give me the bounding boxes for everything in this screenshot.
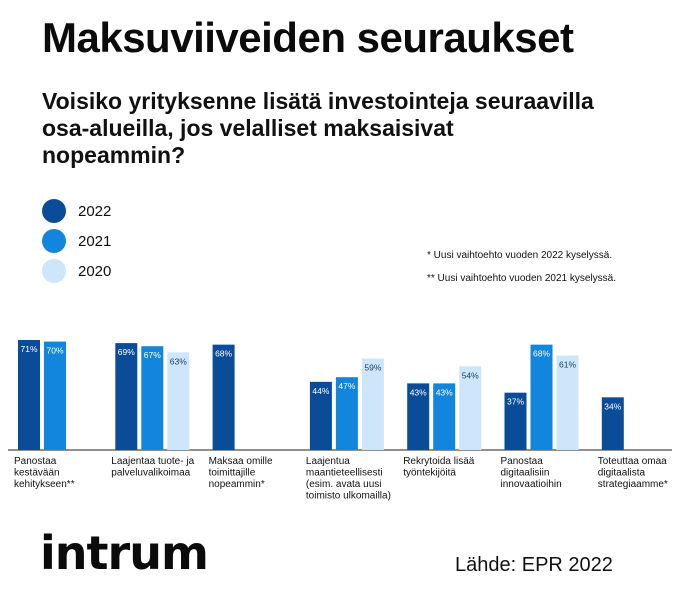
- legend-swatch-2021: [42, 229, 66, 253]
- bar-value-label: 71%: [20, 344, 37, 354]
- bar-chart: 71% 70% Panostaa kestävään kehitykseen** 69% 6…: [8, 340, 672, 502]
- bar-2020-1: [167, 352, 190, 450]
- bar-value-label: 61%: [559, 359, 576, 369]
- bar-value-label: 69%: [118, 347, 135, 357]
- bar-value-label: 54%: [462, 370, 479, 380]
- bar-2021-4: [433, 383, 456, 450]
- bar-value-label: 70%: [46, 346, 63, 356]
- legend-item-2022: 2022: [42, 196, 111, 226]
- chart-title: Maksuviiveiden seuraukset: [42, 14, 574, 61]
- bar-value-label: 47%: [338, 381, 355, 391]
- legend-item-2021: 2021: [42, 226, 111, 256]
- bar-value-label: 37%: [507, 397, 524, 407]
- bar-value-label: 63%: [170, 356, 187, 366]
- legend-item-2020: 2020: [42, 256, 111, 286]
- bar-value-label: 44%: [312, 386, 329, 396]
- footnote-new-2021: ** Uusi vaihtoehto vuoden 2021 kyselyssä…: [427, 273, 617, 284]
- category-label: Laajentua maantieteellisesti (esim. avata …: [306, 456, 391, 502]
- bar-2022-5: [504, 392, 527, 450]
- bar-2022-2: [212, 344, 235, 450]
- legend-label-2022: 2022: [78, 202, 112, 220]
- category-label: Rekrytoida lisää työntekijöitä: [403, 456, 475, 479]
- bar-2021-3: [335, 377, 358, 450]
- bar-value-label: 67%: [144, 350, 161, 360]
- bar-2021-1: [141, 346, 164, 450]
- category-label: Panostaa kestävään kehitykseen**: [14, 456, 75, 490]
- legend: 2022 2021 2020: [42, 196, 111, 286]
- bar-2022-1: [115, 343, 138, 450]
- footnote-new-2022: * Uusi vaihtoehto vuoden 2022 kyselyssä.: [427, 250, 613, 261]
- bar-value-label: 43%: [410, 387, 427, 397]
- bar-value-label: 68%: [215, 349, 232, 359]
- bar-2022-6: [601, 397, 624, 450]
- bar-2021-0: [44, 341, 66, 450]
- bar-2022-0: [18, 340, 40, 450]
- bar-value-label: 59%: [364, 363, 381, 373]
- bar-2022-4: [407, 383, 430, 450]
- bar-value-label: 34%: [604, 401, 621, 411]
- legend-swatch-2020: [42, 259, 66, 283]
- intrum-logo: intrum: [40, 526, 209, 580]
- category-label: Toteuttaa omaa digitaalista strategiaamme*: [598, 456, 668, 490]
- bar-2020-3: [361, 358, 384, 450]
- bar-2022-3: [309, 381, 332, 450]
- category-label: Maksaa omille toimittajille nopeammin*: [209, 456, 273, 490]
- legend-swatch-2022: [42, 199, 66, 223]
- legend-label-2021: 2021: [78, 232, 112, 250]
- category-label: Laajentaa tuote- ja palveluvalikoimaa: [111, 456, 194, 479]
- chart-subtitle: Voisiko yrityksenne lisätä investointeja…: [42, 88, 594, 168]
- bar-value-label: 43%: [436, 387, 453, 397]
- bar-2020-5: [556, 355, 579, 450]
- bar-2021-5: [530, 344, 553, 450]
- bar-value-label: 68%: [533, 349, 550, 359]
- bar-2020-4: [459, 366, 482, 450]
- source-label: Lähde: EPR 2022: [455, 554, 613, 576]
- category-label: Panostaa digitaalisiin innovaatioihin: [501, 456, 562, 490]
- legend-label-2020: 2020: [78, 262, 112, 280]
